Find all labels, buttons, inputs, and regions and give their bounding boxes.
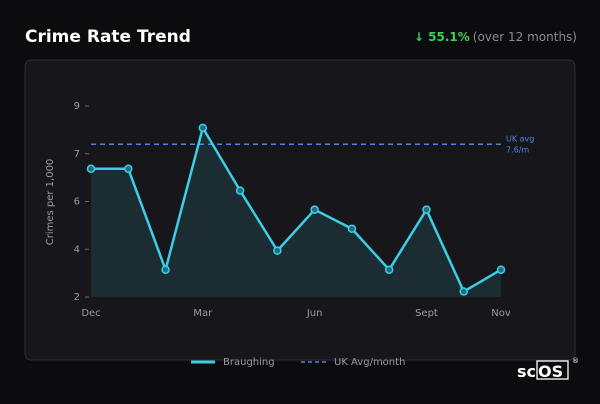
x-tick-label: Mar <box>193 308 213 319</box>
area <box>91 127 501 297</box>
point <box>198 123 208 133</box>
x-tick-label: Nov <box>491 308 511 319</box>
logo-mark: ® <box>572 357 579 365</box>
y-tick-label: 6 <box>74 197 80 208</box>
point <box>310 205 319 214</box>
change-summary: ↓ 55.1% (over 12 months) <box>414 30 577 44</box>
legend-label: UK Avg/month <box>334 357 405 368</box>
point <box>273 246 282 255</box>
logo: sc OS <box>517 362 563 381</box>
point <box>347 224 357 234</box>
point <box>384 265 394 274</box>
chart-title: Crime Rate Trend <box>25 27 191 47</box>
x-tick-label: Jun <box>306 308 323 319</box>
y-tick-label: 7 <box>74 149 80 160</box>
line <box>91 126 502 293</box>
legend-label: Braughing <box>223 357 275 368</box>
logo-text: sc <box>517 362 536 381</box>
chart-card <box>24 59 576 361</box>
y-tick-label: 2 <box>74 292 80 303</box>
reference-label: UK avg <box>506 135 534 144</box>
point <box>161 265 170 274</box>
point <box>86 164 96 174</box>
change-period: (over 12 months) <box>473 30 577 44</box>
y-axis-label: Crimes per 1,000 <box>45 159 56 246</box>
point <box>235 186 245 195</box>
plot: 2 4 6 7 9 Dec Mar Jun Sept Nov UK avg 7.6/m Braughin… <box>74 101 535 368</box>
point <box>459 287 468 296</box>
reference-label: 7.6/m <box>506 146 529 155</box>
logo-box <box>536 360 569 380</box>
logo-boxed: OS <box>538 362 563 381</box>
x-tick-label: Sept <box>415 308 438 319</box>
point <box>422 205 431 214</box>
change-value: ↓ 55.1% <box>414 30 470 44</box>
x-tick-label: Dec <box>81 308 100 319</box>
point <box>496 265 506 274</box>
point <box>124 164 133 174</box>
y-tick-label: 4 <box>74 244 80 255</box>
y-tick-label: 9 <box>74 101 80 112</box>
